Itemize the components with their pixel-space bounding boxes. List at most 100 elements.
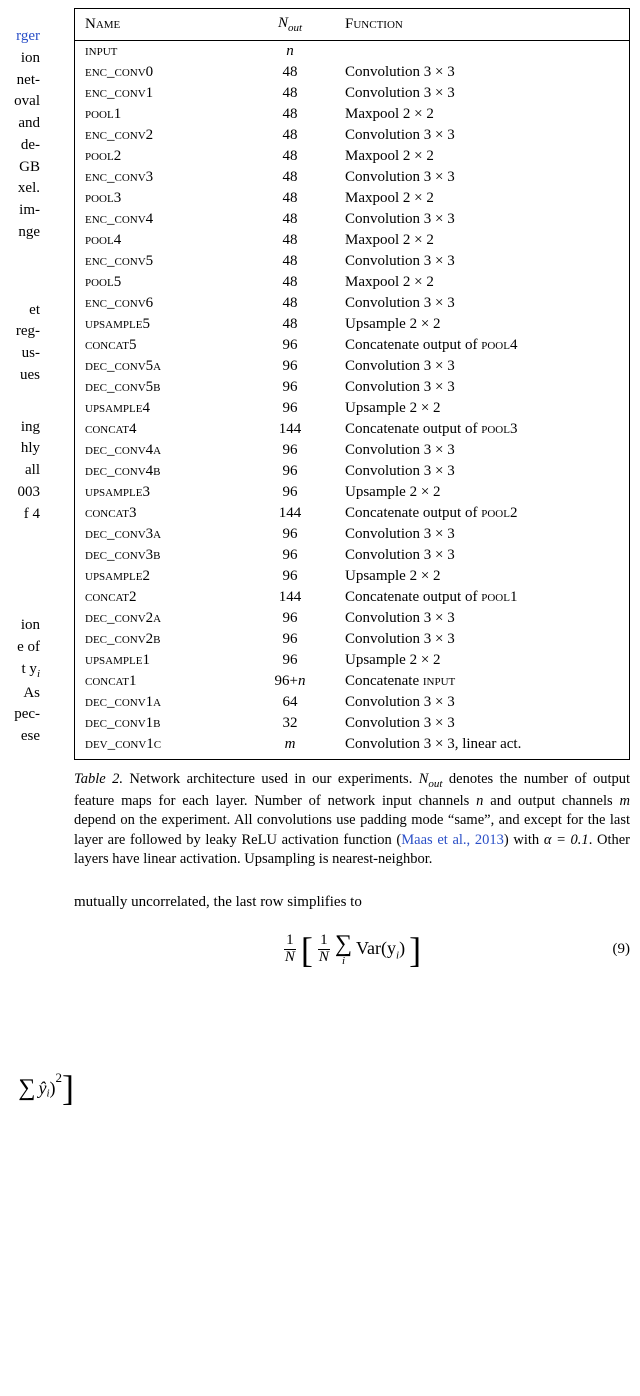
table-row: upsample548Upsample 2 × 2 [75,314,630,335]
cell-name: enc_conv1 [75,83,246,104]
frag: nge [0,222,42,244]
cell-name: dec_conv3a [75,524,246,545]
cell-name: enc_conv0 [75,62,246,83]
frag: rger [0,26,42,48]
table-row: enc_conv448Convolution 3 × 3 [75,209,630,230]
cell-nout: 48 [245,251,335,272]
cell-nout: 96 [245,335,335,356]
cell-function: Maxpool 2 × 2 [335,104,630,125]
table-row: enc_conv348Convolution 3 × 3 [75,167,630,188]
cell-nout: 144 [245,503,335,524]
cell-nout: 96 [245,440,335,461]
cell-function: Convolution 3 × 3 [335,377,630,398]
cell-name: concat5 [75,335,246,356]
cell-function: Convolution 3 × 3 [335,209,630,230]
cell-nout: m [245,734,335,760]
frag: all [0,460,42,482]
cell-nout: 48 [245,104,335,125]
cell-name: dec_conv1b [75,713,246,734]
cell-nout: 96 [245,566,335,587]
cell-name: pool5 [75,272,246,293]
table-caption: Table 2. Network architecture used in ou… [74,770,630,870]
frag: ion [0,615,42,637]
table-row: dec_conv5b96Convolution 3 × 3 [75,377,630,398]
body-text: mutually uncorrelated, the last row simp… [74,892,630,914]
cell-name: enc_conv3 [75,167,246,188]
cell-name: pool1 [75,104,246,125]
cell-nout: 48 [245,62,335,83]
table-row: dec_conv1b32Convolution 3 × 3 [75,713,630,734]
table-row: dec_conv1a64Convolution 3 × 3 [75,692,630,713]
cell-name: input [75,41,246,63]
cell-name: upsample1 [75,650,246,671]
cell-name: enc_conv2 [75,125,246,146]
cell-name: dec_conv4b [75,461,246,482]
cell-name: concat3 [75,503,246,524]
cell-nout: 144 [245,587,335,608]
cell-nout: 48 [245,272,335,293]
frag: ues [0,365,42,387]
frag: pec- [0,704,42,726]
cell-function: Concatenate output of pool4 [335,335,630,356]
table-row: dec_conv3a96Convolution 3 × 3 [75,524,630,545]
cell-name: dec_conv2a [75,608,246,629]
cell-function: Convolution 3 × 3 [335,461,630,482]
cell-name: pool2 [75,146,246,167]
cell-nout: 96 [245,461,335,482]
table-row: concat196+nConcatenate input [75,671,630,692]
cell-name: upsample3 [75,482,246,503]
cell-nout: 96 [245,356,335,377]
cell-function: Convolution 3 × 3 [335,713,630,734]
architecture-table: Name Nout Function inputnenc_conv048Conv… [74,8,630,760]
frag: GB [0,157,42,179]
col-nout: Nout [245,9,335,41]
cell-function: Convolution 3 × 3 [335,83,630,104]
equation-number: (9) [613,941,631,958]
table-row: enc_conv548Convolution 3 × 3 [75,251,630,272]
frag: As [0,683,42,705]
cell-function: Upsample 2 × 2 [335,650,630,671]
table-row: dec_conv2b96Convolution 3 × 3 [75,629,630,650]
cell-name: enc_conv4 [75,209,246,230]
citation-link[interactable]: Maas et al., 2013 [401,832,504,848]
frag: de- [0,135,42,157]
cell-function: Maxpool 2 × 2 [335,188,630,209]
cell-nout: 64 [245,692,335,713]
cell-nout: 48 [245,230,335,251]
cell-function: Convolution 3 × 3 [335,692,630,713]
cell-nout: 96 [245,377,335,398]
cell-name: concat2 [75,587,246,608]
equation-8-fragment: ] 2 ) i ŷ ∑ [0,1070,74,1106]
table-row: dec_conv4a96Convolution 3 × 3 [75,440,630,461]
cell-function: Convolution 3 × 3 [335,608,630,629]
table-row: enc_conv148Convolution 3 × 3 [75,83,630,104]
table-row: upsample196Upsample 2 × 2 [75,650,630,671]
cell-nout: 32 [245,713,335,734]
cell-function: Convolution 3 × 3 [335,62,630,83]
equation-9: 1N [ 1N ∑i Var(yi) ] (9) [74,932,630,968]
cell-name: dec_conv5a [75,356,246,377]
frag: oval [0,91,42,113]
cell-name: upsample5 [75,314,246,335]
frag: reg- [0,321,42,343]
cell-function: Convolution 3 × 3 [335,629,630,650]
cell-name: pool3 [75,188,246,209]
cell-nout: 48 [245,125,335,146]
cell-nout: 96 [245,650,335,671]
cell-nout: 96 [245,608,335,629]
cell-function: Upsample 2 × 2 [335,314,630,335]
cell-name: concat1 [75,671,246,692]
table-row: dev_conv1cmConvolution 3 × 3, linear act… [75,734,630,760]
cell-name: dec_conv5b [75,377,246,398]
cell-name: dec_conv3b [75,545,246,566]
cell-function: Convolution 3 × 3 [335,524,630,545]
table-row: dec_conv3b96Convolution 3 × 3 [75,545,630,566]
cell-function: Convolution 3 × 3 [335,440,630,461]
cell-function: Convolution 3 × 3 [335,251,630,272]
col-name: Name [75,9,246,41]
frag: hly [0,438,42,460]
cell-function: Upsample 2 × 2 [335,566,630,587]
cell-function: Convolution 3 × 3 [335,545,630,566]
cell-function: Concatenate input [335,671,630,692]
left-column-fragments: rger ion net- oval and de- GB xel. im- n… [0,0,42,1396]
